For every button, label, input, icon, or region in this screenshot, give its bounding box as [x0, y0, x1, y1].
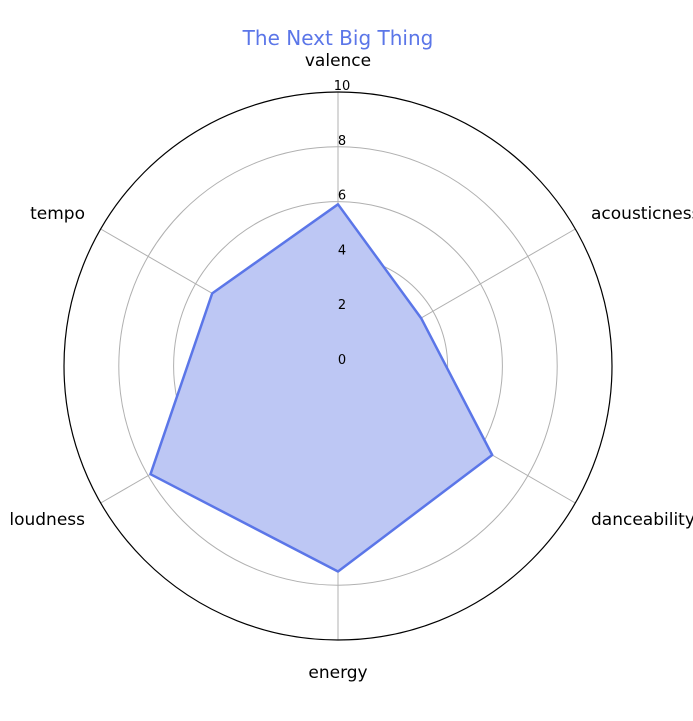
tick-label-8: 8 — [338, 134, 346, 149]
radar-series — [149, 203, 494, 573]
axis-label-tempo: tempo — [30, 204, 85, 224]
axis-labels: valence acousticness danceability energy lou… — [9, 51, 693, 683]
axis-label-danceability: danceability — [591, 510, 693, 530]
chart-title: The Next Big Thing — [242, 26, 434, 50]
tick-label-6: 6 — [338, 189, 346, 204]
tick-label-4: 4 — [338, 243, 346, 258]
outer-circle — [63, 91, 613, 641]
axis-label-valence: valence — [305, 51, 371, 71]
tick-label-0: 0 — [338, 353, 346, 368]
radial-tick-labels: 0 2 4 6 8 10 — [334, 79, 351, 368]
tick-label-10: 10 — [334, 79, 351, 94]
tick-label-2: 2 — [338, 298, 346, 313]
axis-label-acousticness: acousticness — [591, 204, 693, 224]
series-area — [150, 204, 493, 572]
axis-label-energy: energy — [308, 663, 367, 683]
axis-label-loudness: loudness — [9, 510, 85, 530]
